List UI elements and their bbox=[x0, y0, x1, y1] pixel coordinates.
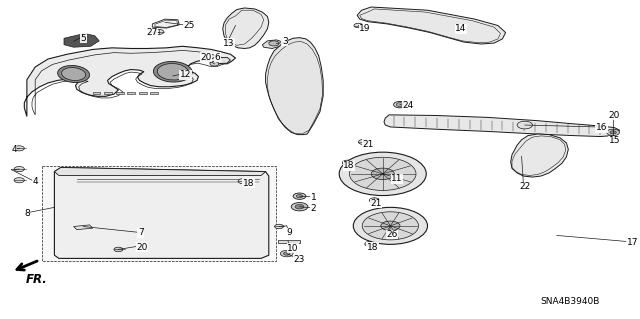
Text: 18: 18 bbox=[367, 243, 378, 252]
Circle shape bbox=[394, 101, 406, 108]
Circle shape bbox=[291, 203, 308, 211]
Circle shape bbox=[269, 41, 279, 46]
Text: 17: 17 bbox=[627, 238, 638, 247]
Text: 19: 19 bbox=[359, 24, 371, 33]
Ellipse shape bbox=[154, 62, 192, 82]
Text: 22: 22 bbox=[519, 182, 531, 191]
Text: 12: 12 bbox=[180, 70, 191, 79]
Text: 18: 18 bbox=[343, 161, 355, 170]
Text: 20: 20 bbox=[200, 53, 212, 62]
Circle shape bbox=[14, 178, 24, 183]
Text: 5: 5 bbox=[81, 34, 86, 43]
Bar bbox=[116, 92, 124, 94]
Text: 23: 23 bbox=[294, 255, 305, 263]
Polygon shape bbox=[64, 33, 99, 47]
Text: 3: 3 bbox=[282, 37, 287, 46]
Text: 26: 26 bbox=[386, 230, 397, 239]
Text: FR.: FR. bbox=[26, 273, 48, 286]
Circle shape bbox=[210, 62, 219, 66]
Bar bbox=[127, 92, 135, 94]
Polygon shape bbox=[54, 167, 269, 258]
Circle shape bbox=[396, 103, 404, 107]
Polygon shape bbox=[42, 166, 276, 261]
Polygon shape bbox=[278, 240, 300, 243]
Bar bbox=[104, 92, 112, 94]
Circle shape bbox=[342, 160, 353, 165]
Text: 11: 11 bbox=[391, 174, 403, 183]
Text: SNA4B3940B: SNA4B3940B bbox=[541, 297, 600, 306]
Polygon shape bbox=[208, 57, 230, 64]
Circle shape bbox=[362, 212, 419, 240]
Text: 21: 21 bbox=[362, 140, 374, 149]
Polygon shape bbox=[152, 19, 179, 28]
Ellipse shape bbox=[61, 68, 86, 80]
Circle shape bbox=[381, 221, 400, 231]
Text: 4: 4 bbox=[33, 177, 38, 186]
Circle shape bbox=[610, 131, 616, 134]
Circle shape bbox=[354, 23, 363, 28]
Circle shape bbox=[275, 224, 284, 229]
Text: 1: 1 bbox=[311, 193, 316, 202]
Circle shape bbox=[154, 29, 164, 34]
Text: 6: 6 bbox=[215, 53, 220, 62]
Text: 10: 10 bbox=[287, 244, 299, 253]
Polygon shape bbox=[262, 40, 283, 48]
Bar bbox=[139, 92, 147, 94]
Circle shape bbox=[238, 179, 248, 184]
Bar bbox=[150, 92, 158, 94]
Circle shape bbox=[517, 121, 532, 129]
Circle shape bbox=[296, 195, 303, 198]
Polygon shape bbox=[384, 115, 620, 137]
Polygon shape bbox=[266, 38, 323, 135]
Text: 27: 27 bbox=[147, 28, 158, 37]
Circle shape bbox=[365, 241, 375, 247]
Text: 20: 20 bbox=[136, 243, 148, 252]
Circle shape bbox=[607, 129, 620, 136]
Polygon shape bbox=[357, 7, 506, 44]
Text: 9: 9 bbox=[287, 228, 292, 237]
Text: 16: 16 bbox=[596, 123, 607, 132]
Text: 21: 21 bbox=[371, 199, 382, 208]
Circle shape bbox=[339, 152, 426, 196]
Text: 13: 13 bbox=[223, 39, 235, 48]
Circle shape bbox=[14, 146, 24, 151]
Text: 8: 8 bbox=[24, 209, 29, 218]
Circle shape bbox=[295, 204, 304, 209]
Polygon shape bbox=[223, 8, 269, 48]
Circle shape bbox=[280, 250, 293, 257]
Circle shape bbox=[358, 139, 369, 145]
Text: 20: 20 bbox=[609, 111, 620, 120]
Text: 18: 18 bbox=[243, 179, 254, 188]
Circle shape bbox=[114, 247, 123, 252]
Bar bbox=[93, 92, 100, 94]
Text: 24: 24 bbox=[403, 101, 414, 110]
Text: 25: 25 bbox=[183, 21, 195, 30]
Circle shape bbox=[284, 252, 290, 255]
Polygon shape bbox=[511, 134, 568, 177]
Circle shape bbox=[353, 207, 428, 244]
Text: 15: 15 bbox=[609, 137, 620, 145]
Polygon shape bbox=[74, 225, 93, 230]
Polygon shape bbox=[54, 167, 266, 175]
Circle shape bbox=[369, 198, 380, 203]
Circle shape bbox=[349, 157, 416, 190]
Circle shape bbox=[293, 193, 306, 199]
Text: 14: 14 bbox=[455, 24, 467, 33]
Ellipse shape bbox=[157, 63, 188, 80]
Ellipse shape bbox=[58, 65, 90, 83]
Text: 2: 2 bbox=[311, 204, 316, 213]
Polygon shape bbox=[24, 46, 236, 116]
Text: 4: 4 bbox=[12, 145, 17, 154]
Circle shape bbox=[371, 168, 394, 180]
Circle shape bbox=[14, 167, 24, 172]
Text: 7: 7 bbox=[138, 228, 143, 237]
